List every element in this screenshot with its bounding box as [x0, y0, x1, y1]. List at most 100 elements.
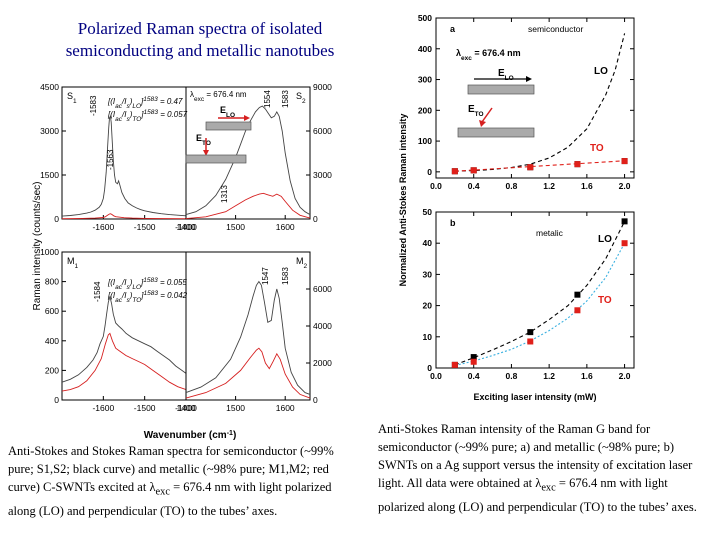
y-tick-label: 300	[418, 75, 432, 85]
x-tick-label: 1.6	[581, 181, 593, 191]
panel-label-letter: S	[67, 91, 73, 101]
panel-label-letter: M	[296, 256, 304, 266]
spectrum-panel-S1: -1600 -1500 -1400 0 1500 3000 4500 S1	[40, 82, 197, 232]
inset-lambda-part: exc	[194, 96, 205, 103]
ratio-text-s-2-part: ac	[115, 116, 123, 123]
left-caption: Anti-Stokes and Stokes Raman spectra for…	[8, 442, 360, 520]
y-tick-label: 9000	[313, 82, 332, 92]
inset-e-to-part: E	[196, 133, 202, 143]
ratio-text-m-2-part: [(I	[107, 291, 116, 300]
ratio-text-m-2-part: ac	[115, 297, 123, 304]
intensity-y-axis-label: Normalized Anti-Stokes Raman intensity	[398, 114, 408, 287]
spectrum-curve-black	[185, 105, 311, 216]
spectrum-curve-black	[61, 296, 187, 383]
x-tick-label: 0.8	[506, 371, 518, 381]
x-tick-label: 0.8	[506, 181, 518, 191]
panel-frame	[435, 211, 635, 369]
panel-a-e-to-arrowhead	[479, 120, 486, 127]
ratio-text-m-2: [(Iac/Is)TO]1583 = 0.042	[107, 290, 188, 304]
data-point-LO	[527, 329, 534, 336]
data-point-LO	[574, 291, 581, 298]
y-tick-label: 30	[423, 269, 433, 279]
y-tick-label: 1000	[40, 247, 59, 257]
spectrum-curve-red	[185, 347, 311, 399]
series-label-lo: LO	[594, 66, 608, 77]
e-lo-arrowhead	[244, 115, 250, 121]
panel-a-lambda-part: = 676.4 nm	[472, 48, 521, 58]
ratio-text-m-2-part: /I	[121, 291, 127, 300]
page-title: Polarized Raman spectra of isolated semi…	[0, 18, 400, 62]
data-point-TO	[574, 307, 581, 314]
ratio-text-m-1-part: )	[129, 278, 133, 287]
panel-a-e-lo-part: E	[498, 68, 505, 79]
spectrum-curve-black	[61, 114, 187, 217]
data-point-TO	[470, 358, 477, 365]
ratio-text-s-1-part: )	[129, 97, 133, 106]
y-tick-label: 200	[45, 365, 59, 375]
x-tick-label: 0.0	[430, 181, 442, 191]
left-caption-text-1: Anti-Stokes and Stokes Raman spectra for…	[8, 444, 334, 494]
y-tick-label: 3000	[40, 126, 59, 136]
y-tick-label: 0	[313, 395, 318, 405]
x-tick-label: -1500	[134, 403, 156, 413]
ratio-text-m-1-part: ac	[115, 284, 123, 291]
right-caption-text-2: = 676.4 nm with light polarized along (L…	[378, 476, 697, 514]
panel-label: M1	[67, 256, 79, 270]
scatter-panel-a: 0.0 0.4 0.8 1.2 1.6 2.0 0 100 200 300 400 500 a semic…	[418, 13, 635, 191]
panel-annotation: semiconductor	[528, 24, 583, 34]
data-point-TO	[470, 167, 477, 174]
inset-lambda-part: λ	[190, 90, 194, 99]
ratio-text-m-2-part: 1583	[144, 290, 159, 297]
spectrum-curve-black	[185, 280, 311, 395]
ratio-text-s-1-part: LO	[132, 103, 141, 110]
y-tick-label: 500	[418, 13, 432, 23]
y-tick-label: 600	[45, 306, 59, 316]
left-caption-sub: exc	[155, 486, 170, 498]
inset-e-lo: ELO	[220, 105, 235, 119]
x-tick-label: 1500	[226, 403, 245, 413]
y-tick-label: 4000	[313, 321, 332, 331]
fit-curve-TO	[454, 160, 625, 172]
panel-label-index: 2	[302, 98, 306, 105]
fit-curve-TO	[454, 242, 626, 367]
x-axis-label-end: )	[233, 430, 236, 441]
x-axis-label-text: Wavenumber (cm	[144, 430, 227, 441]
inset-lambda-part: = 676.4 nm	[204, 90, 247, 99]
y-tick-label: 6000	[313, 126, 332, 136]
ratio-text-m-2-part: TO	[132, 297, 141, 304]
x-tick-label: 2.0	[619, 371, 631, 381]
panel-a-e-to: ETO	[468, 104, 484, 118]
x-tick-label: 0.4	[468, 181, 480, 191]
right-caption-text-1: Anti-Stokes Raman intensity of the Raman…	[378, 422, 693, 490]
nanotube-to	[185, 154, 247, 164]
x-tick-label: 0.0	[430, 371, 442, 381]
panel-a-tube-lo	[467, 84, 535, 95]
panel-label-index: 2	[304, 263, 308, 270]
panel-label-index: 1	[75, 263, 79, 270]
y-tick-label: 200	[418, 105, 432, 115]
panel-a-lambda: λexc = 676.4 nm	[456, 48, 521, 62]
y-tick-label: 20	[423, 301, 433, 311]
spectrum-curve-red	[61, 213, 187, 220]
panel-frame	[61, 86, 187, 220]
data-point-TO	[621, 240, 628, 247]
ratio-text-s-1-part: ]	[140, 97, 144, 106]
left-caption-text-2: = 676.4 nm with light polarized along (L…	[8, 480, 332, 518]
ratio-text-s-1-part: = 0.47	[158, 97, 183, 106]
e-to-arrowhead	[203, 150, 209, 156]
ratio-text-s-2-part: )	[129, 110, 133, 119]
ratio-text-m-1: [(Iac/Is)LO]1583 = 0.055	[107, 277, 187, 291]
ratio-text-s-1-part: [(I	[107, 97, 116, 106]
panel-frame	[185, 251, 311, 401]
series-label-to: TO	[590, 143, 604, 154]
peak-label: 1313	[220, 185, 229, 203]
x-tick-label: -1400	[175, 222, 197, 232]
peak-label: -1563	[106, 149, 115, 170]
panel-frame	[185, 86, 311, 220]
panel-label-letter: M	[67, 256, 75, 266]
panel-a-e-to-part: TO	[475, 111, 484, 118]
inset-e-lo-part: LO	[226, 112, 235, 119]
spectrum-panel-M1: -1600 -1500 -1400 0 200 400 600 800 1000 M1	[40, 247, 197, 413]
y-tick-label: 400	[418, 44, 432, 54]
